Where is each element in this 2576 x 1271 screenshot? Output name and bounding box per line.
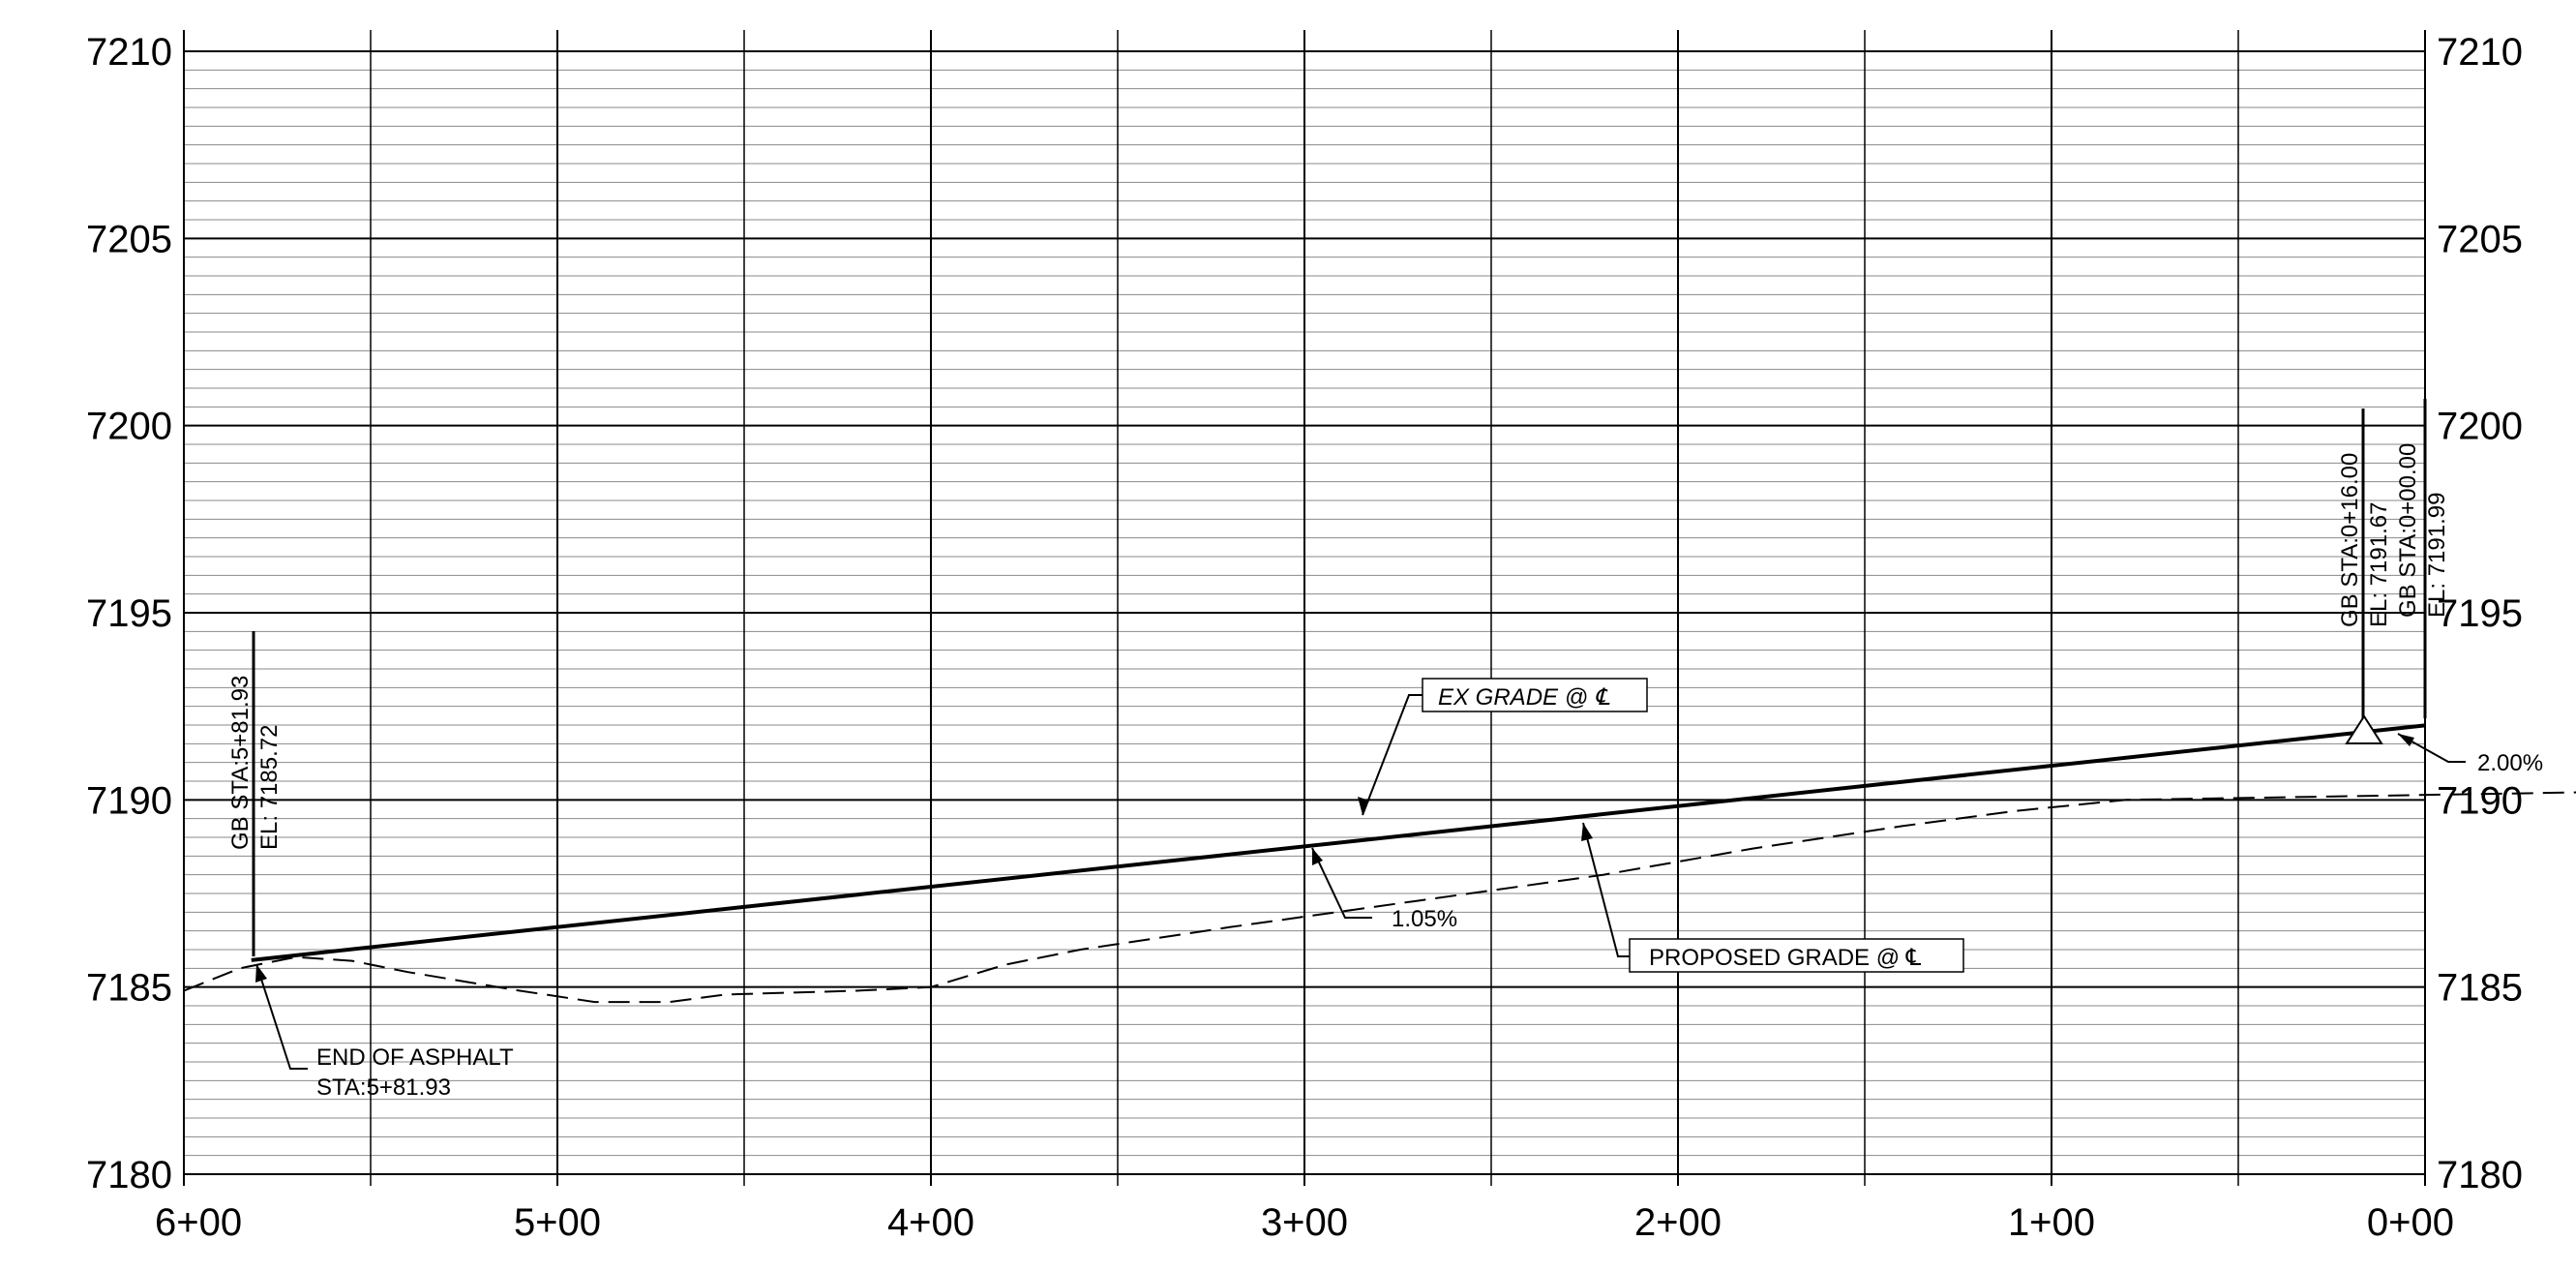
slope-end-label: 2.00% — [2477, 750, 2543, 776]
gb-left-el-label: EL: 7185.72 — [256, 725, 283, 850]
y-tick-label-left: 7185 — [86, 967, 172, 1010]
end-of-asphalt-line1: END OF ASPHALT — [316, 1044, 514, 1071]
x-tick-label: 5+00 — [514, 1201, 601, 1244]
slope-main-arrow-icon — [1312, 848, 1323, 865]
slope-main-leader — [1311, 847, 1372, 919]
ex-grade-label: EX GRADE @ ℄ — [1438, 684, 1610, 711]
gb-left-sta-label: GB STA:5+81.93 — [227, 676, 254, 850]
major-grid — [183, 30, 2426, 1186]
x-axis-labels: 6+00 5+00 4+00 3+00 2+00 1+00 0+00 — [155, 1201, 2454, 1244]
proposed-grade-arrow-icon — [1581, 823, 1593, 841]
end-of-asphalt-arrow-icon — [255, 964, 267, 983]
y-tick-label-right: 7205 — [2437, 218, 2523, 260]
end-of-asphalt-leader — [255, 963, 308, 1070]
gb-right-el-label: EL: 7191.99 — [2424, 493, 2450, 618]
gb-mid-el-label: EL: 7191.67 — [2366, 502, 2392, 627]
existing-grade-line — [183, 791, 2576, 1004]
proposed-grade-label: PROPOSED GRADE @ ℄ — [1649, 945, 1922, 971]
proposed-grade-label-box — [1629, 938, 1964, 973]
y-tick-label-left: 7180 — [86, 1154, 172, 1196]
y-tick-label-right: 7210 — [2437, 31, 2523, 74]
ex-grade-arrow-icon — [1358, 797, 1369, 815]
grade-break-triangle-icon — [2345, 714, 2383, 744]
y-axis-labels-right: 7210 7205 7200 7195 7190 7185 7180 — [2437, 31, 2523, 1196]
gb-mid-sta-label: GB STA:0+16.00 — [2337, 453, 2363, 627]
y-tick-label-left: 7195 — [86, 592, 172, 635]
y-axis-labels-left: 7210 7205 7200 7195 7190 7185 7180 — [86, 31, 172, 1196]
x-tick-label: 2+00 — [1634, 1201, 1722, 1244]
y-tick-label-left: 7200 — [86, 406, 172, 448]
end-of-asphalt-line2: STA:5+81.93 — [316, 1074, 451, 1101]
x-tick-label: 1+00 — [2008, 1201, 2095, 1244]
slope-main-label: 1.05% — [1392, 906, 1457, 932]
y-tick-label-left: 7210 — [86, 31, 172, 74]
x-tick-label: 0+00 — [2367, 1201, 2454, 1244]
y-tick-label-right: 7185 — [2437, 967, 2523, 1010]
x-tick-label: 4+00 — [887, 1201, 974, 1244]
slope-end-arrow-icon — [2398, 734, 2414, 746]
y-tick-label-right: 7200 — [2437, 406, 2523, 448]
ex-grade-label-box — [1422, 678, 1648, 712]
y-tick-label-left: 7205 — [86, 218, 172, 260]
proposed-grade-leader — [1582, 822, 1630, 957]
slope-end-leader — [2397, 733, 2466, 763]
y-tick-label-right: 7180 — [2437, 1154, 2523, 1196]
x-tick-label: 3+00 — [1261, 1201, 1348, 1244]
y-tick-label-right: 7190 — [2437, 779, 2523, 822]
x-tick-label: 6+00 — [155, 1201, 242, 1244]
proposed-grade-line — [251, 723, 2426, 962]
gb-right-sta-label: GB STA:0+00.00 — [2395, 443, 2421, 618]
y-tick-label-right: 7195 — [2437, 592, 2523, 635]
ex-grade-leader — [1362, 694, 1423, 816]
y-tick-label-left: 7190 — [86, 779, 172, 822]
